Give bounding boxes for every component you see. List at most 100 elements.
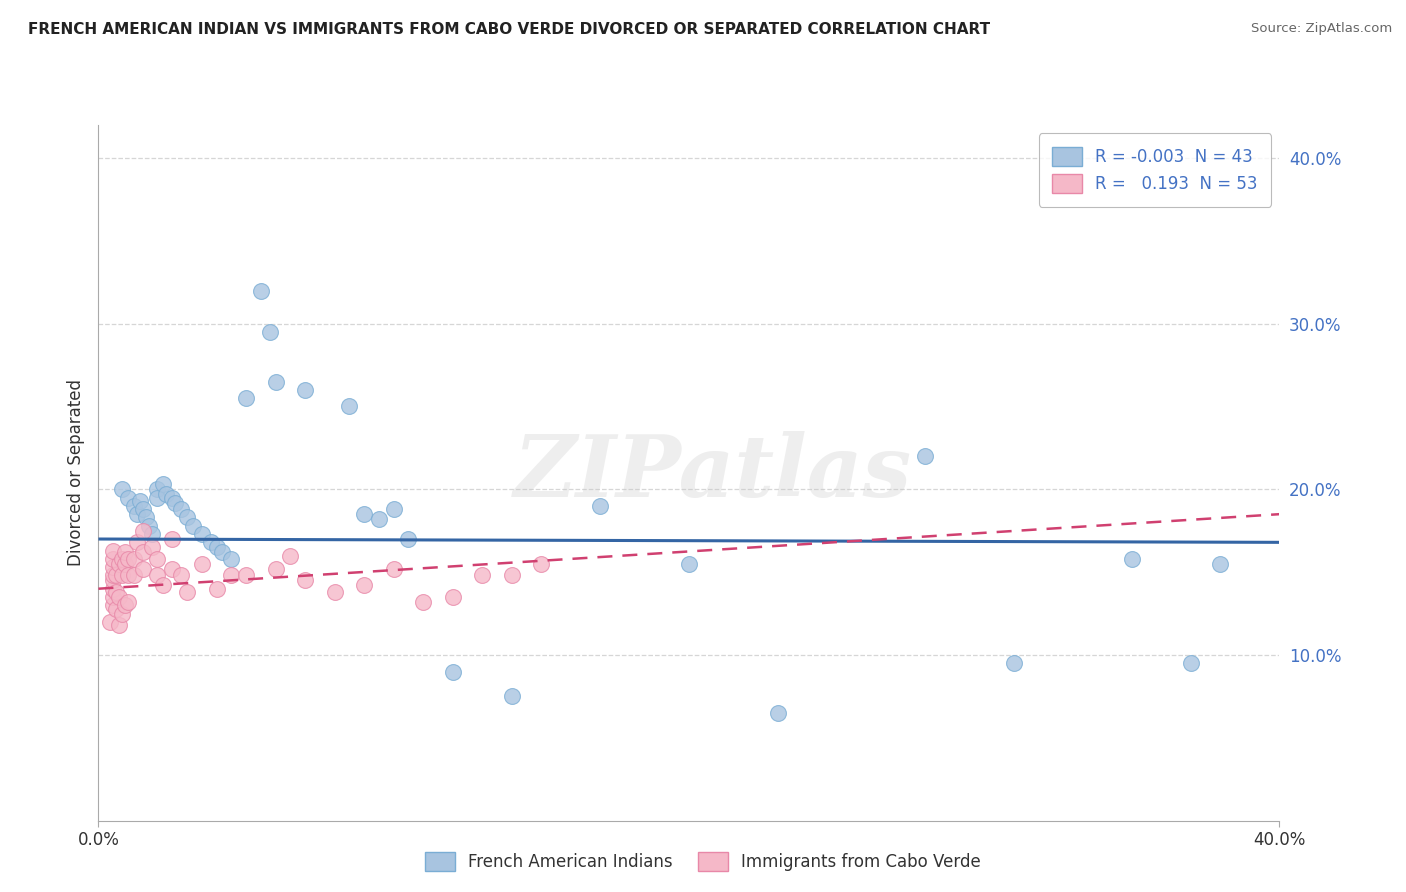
Point xyxy=(132,562,155,576)
Point xyxy=(259,325,281,339)
Point xyxy=(103,552,125,566)
Point xyxy=(111,483,134,497)
Point xyxy=(471,568,494,582)
Point xyxy=(501,568,523,582)
Legend: R = -0.003  N = 43, R =   0.193  N = 53: R = -0.003 N = 43, R = 0.193 N = 53 xyxy=(1039,133,1271,207)
Point xyxy=(125,507,148,521)
Point xyxy=(323,585,346,599)
Point xyxy=(211,545,233,559)
Point xyxy=(146,552,169,566)
Point xyxy=(122,499,145,513)
Point xyxy=(103,590,125,604)
Point xyxy=(176,510,198,524)
Point xyxy=(294,574,316,588)
Point xyxy=(501,690,523,704)
Legend: French American Indians, Immigrants from Cabo Verde: French American Indians, Immigrants from… xyxy=(416,843,990,880)
Point xyxy=(766,706,789,720)
Point xyxy=(132,502,155,516)
Point xyxy=(1180,657,1202,671)
Point xyxy=(98,615,121,629)
Point xyxy=(176,585,198,599)
Point xyxy=(138,518,160,533)
Point xyxy=(146,568,169,582)
Point xyxy=(181,518,204,533)
Text: FRENCH AMERICAN INDIAN VS IMMIGRANTS FROM CABO VERDE DIVORCED OR SEPARATED CORRE: FRENCH AMERICAN INDIAN VS IMMIGRANTS FRO… xyxy=(28,22,990,37)
Point xyxy=(103,574,125,588)
Point xyxy=(125,535,148,549)
Point xyxy=(108,618,131,632)
Point xyxy=(1121,552,1143,566)
Point xyxy=(108,557,131,571)
Point xyxy=(132,524,155,538)
Point xyxy=(122,568,145,582)
Point xyxy=(155,487,177,501)
Point xyxy=(105,568,128,582)
Point xyxy=(105,601,128,615)
Point xyxy=(219,552,242,566)
Point xyxy=(103,568,125,582)
Point xyxy=(122,552,145,566)
Point xyxy=(368,512,391,526)
Point xyxy=(141,541,163,555)
Point xyxy=(170,568,193,582)
Point xyxy=(117,595,139,609)
Point xyxy=(111,552,134,566)
Point xyxy=(235,391,257,405)
Point xyxy=(117,491,139,505)
Point xyxy=(132,545,155,559)
Point xyxy=(396,532,419,546)
Point xyxy=(170,502,193,516)
Y-axis label: Divorced or Separated: Divorced or Separated xyxy=(66,379,84,566)
Point xyxy=(152,477,174,491)
Point xyxy=(589,499,612,513)
Point xyxy=(441,665,464,679)
Point xyxy=(278,549,302,563)
Point xyxy=(337,400,360,414)
Point xyxy=(111,568,134,582)
Text: Source: ZipAtlas.com: Source: ZipAtlas.com xyxy=(1251,22,1392,36)
Point xyxy=(250,284,273,298)
Point xyxy=(382,502,405,516)
Point xyxy=(162,562,183,576)
Point xyxy=(111,607,134,621)
Point xyxy=(191,557,214,571)
Point xyxy=(530,557,553,571)
Point xyxy=(382,562,405,576)
Point xyxy=(353,578,375,592)
Point xyxy=(128,494,150,508)
Point xyxy=(108,590,131,604)
Point xyxy=(165,495,187,509)
Point xyxy=(103,543,125,558)
Point xyxy=(105,585,128,599)
Point xyxy=(146,483,169,497)
Point xyxy=(114,557,136,571)
Point xyxy=(1209,557,1232,571)
Point xyxy=(146,491,169,505)
Point xyxy=(264,375,287,389)
Point xyxy=(294,383,316,397)
Point xyxy=(914,449,936,463)
Point xyxy=(678,557,700,571)
Point xyxy=(353,507,375,521)
Point xyxy=(191,527,214,541)
Point xyxy=(1002,657,1025,671)
Point xyxy=(117,552,139,566)
Point xyxy=(103,582,125,596)
Point xyxy=(264,562,287,576)
Point xyxy=(205,582,228,596)
Point xyxy=(162,491,183,505)
Point xyxy=(117,568,139,582)
Point xyxy=(441,590,464,604)
Point xyxy=(162,532,183,546)
Point xyxy=(114,545,136,559)
Point xyxy=(103,599,125,613)
Point xyxy=(200,535,222,549)
Point xyxy=(141,527,163,541)
Point xyxy=(219,568,242,582)
Point xyxy=(205,541,228,555)
Point xyxy=(412,595,434,609)
Point xyxy=(152,578,174,592)
Point xyxy=(135,510,157,524)
Point xyxy=(103,560,125,574)
Text: ZIPatlas: ZIPatlas xyxy=(513,431,911,515)
